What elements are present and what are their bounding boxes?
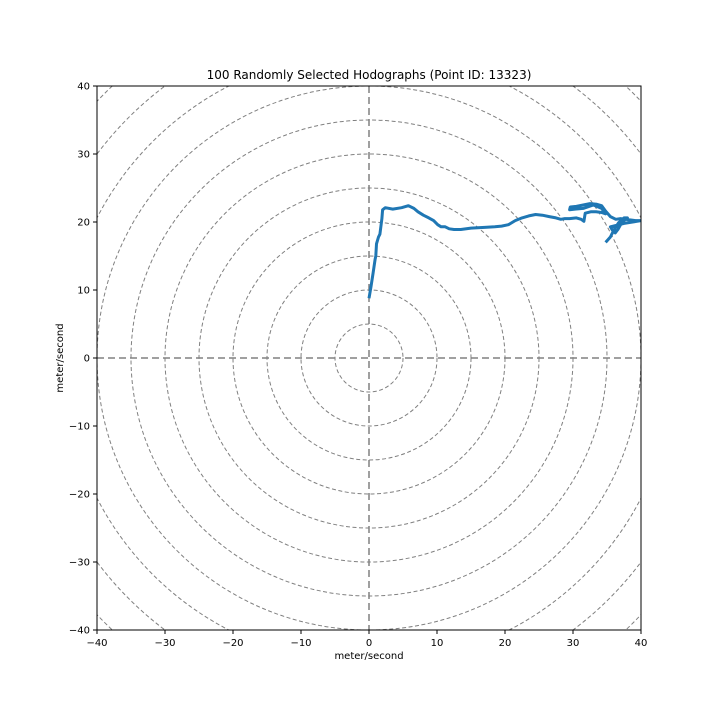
x-tick-label: 0 bbox=[366, 638, 372, 649]
x-tick-label: 30 bbox=[567, 638, 580, 649]
chart-title: 100 Randomly Selected Hodographs (Point … bbox=[207, 68, 532, 82]
x-tick-label: 10 bbox=[431, 638, 444, 649]
y-axis-ticks: −40 −30 −20 −10 0 10 20 30 40 bbox=[69, 82, 97, 637]
y-tick-label: 40 bbox=[77, 82, 90, 93]
x-tick-label: 20 bbox=[499, 638, 512, 649]
y-tick-label: −30 bbox=[69, 558, 90, 569]
x-tick-label: −40 bbox=[86, 638, 107, 649]
hodograph-line bbox=[367, 202, 641, 299]
hodograph-series-layer bbox=[367, 202, 641, 299]
y-tick-label: 0 bbox=[84, 354, 90, 365]
y-tick-label: −20 bbox=[69, 490, 90, 501]
y-tick-label: 10 bbox=[77, 286, 90, 297]
x-axis-ticks: −40 −30 −20 −10 0 10 20 30 40 bbox=[86, 630, 647, 649]
y-tick-label: 30 bbox=[77, 150, 90, 161]
x-axis-title: meter/second bbox=[334, 651, 403, 662]
zero-axis-lines bbox=[97, 86, 641, 630]
x-tick-label: −20 bbox=[222, 638, 243, 649]
x-tick-label: 40 bbox=[635, 638, 648, 649]
y-tick-label: −40 bbox=[69, 626, 90, 637]
y-tick-label: 20 bbox=[77, 218, 90, 229]
y-tick-label: −10 bbox=[69, 422, 90, 433]
x-tick-label: −10 bbox=[290, 638, 311, 649]
y-axis-title: meter/second bbox=[55, 323, 66, 392]
x-tick-label: −30 bbox=[154, 638, 175, 649]
